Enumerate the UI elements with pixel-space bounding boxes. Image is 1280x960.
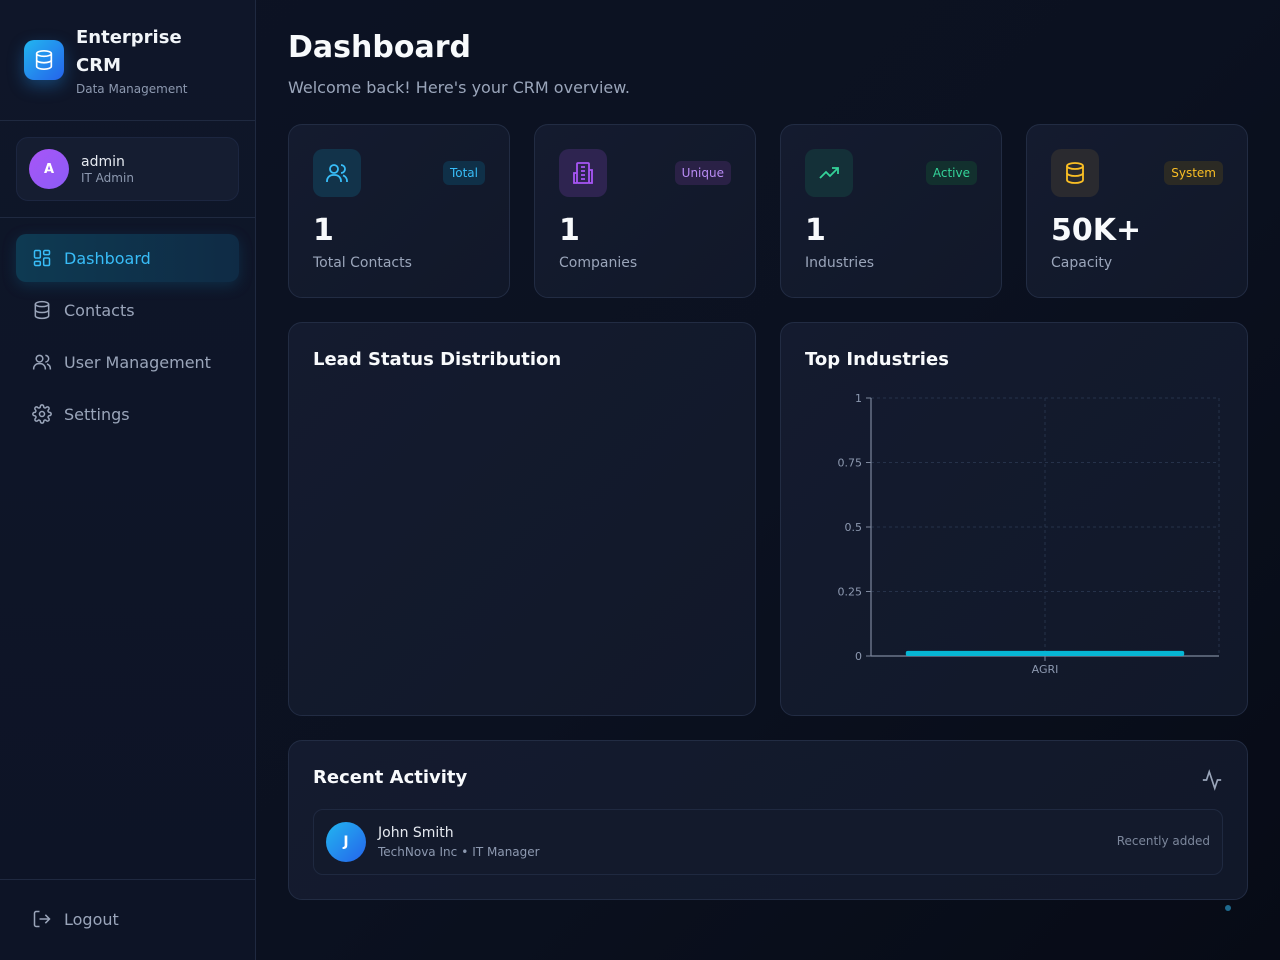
top-industries-panel: Top Industries 0 0.25 0.5 0.75 1 AGRI [780, 322, 1248, 716]
sidebar-item-settings[interactable]: Settings [16, 390, 239, 438]
avatar: A [29, 149, 69, 189]
status-badge: Unique [674, 161, 731, 185]
panel-title: Recent Activity [313, 767, 468, 788]
status-badge: Active [925, 161, 977, 185]
page-subtitle: Welcome back! Here's your CRM overview. [288, 78, 630, 97]
stat-value: 1 [559, 213, 580, 248]
database-icon [1051, 149, 1099, 197]
user-card[interactable]: A admin IT Admin [16, 137, 239, 201]
contact-company: TechNova Inc [378, 845, 458, 859]
y-tick-label: 0.75 [838, 457, 863, 470]
chart-bar [905, 650, 1185, 656]
trending-up-icon [805, 149, 853, 197]
y-tick-label: 0.25 [838, 586, 863, 599]
divider [0, 217, 255, 218]
brand-title: Enterprise CRM [76, 27, 182, 76]
industries-bar-chart: 0 0.25 0.5 0.75 1 AGRI [838, 392, 1220, 676]
divider [0, 120, 255, 121]
logout-label: Logout [64, 909, 119, 929]
stat-value: 50K+ [1051, 213, 1142, 248]
status-badge: System [1164, 161, 1223, 185]
separator: • [461, 845, 469, 859]
sidebar-item-contacts[interactable]: Contacts [16, 286, 239, 334]
sidebar-item-dashboard[interactable]: Dashboard [16, 234, 239, 282]
stat-card-capacity: System 50K+ Capacity [1026, 124, 1248, 298]
stat-card-industries: Active 1 Industries [780, 124, 1002, 298]
stat-value: 1 [805, 213, 826, 248]
panel-title: Top Industries [805, 349, 949, 370]
divider [0, 879, 255, 880]
activity-time: Recently added [1116, 834, 1210, 848]
y-tick-label: 0 [855, 650, 862, 663]
activity-pulse-icon [1201, 769, 1223, 791]
users-icon [32, 352, 52, 372]
x-tick-label: AGRI [1032, 663, 1059, 676]
user-name: admin [81, 153, 125, 170]
logout-button[interactable]: Logout [16, 895, 239, 943]
brand-subtitle: Data Management [76, 82, 188, 96]
sidebar-item-label: Settings [64, 404, 130, 424]
avatar: J [326, 822, 366, 862]
indicator-dot [1225, 905, 1231, 911]
list-item[interactable]: J John Smith TechNova Inc • IT Manager Rec… [313, 809, 1223, 875]
stat-label: Companies [559, 255, 638, 271]
sidebar: Enterprise CRM Data Management A admin I… [0, 0, 256, 960]
stat-label: Industries [805, 255, 875, 271]
stat-label: Capacity [1051, 255, 1113, 271]
stat-card-contacts: Total 1 Total Contacts [288, 124, 510, 298]
page-title: Dashboard [288, 30, 471, 65]
contact-meta: TechNova Inc • IT Manager [378, 845, 540, 859]
user-role: IT Admin [81, 170, 134, 185]
y-tick-label: 1 [855, 392, 862, 405]
lead-status-panel: Lead Status Distribution [288, 322, 756, 716]
y-tick-label: 0.5 [845, 521, 863, 534]
contact-name: John Smith [378, 825, 454, 841]
recent-activity-panel: Recent Activity J John Smith TechNova In… [288, 740, 1248, 900]
sidebar-item-label: Dashboard [64, 248, 151, 268]
building-icon [559, 149, 607, 197]
stat-card-companies: Unique 1 Companies [534, 124, 756, 298]
contact-role: IT Manager [472, 845, 540, 859]
logout-icon [32, 909, 52, 929]
dashboard-grid-icon [32, 248, 52, 268]
sidebar-item-user-management[interactable]: User Management [16, 338, 239, 386]
brand: Enterprise CRM Data Management [24, 24, 206, 96]
stat-label: Total Contacts [313, 255, 412, 271]
panel-title: Lead Status Distribution [313, 349, 562, 370]
gear-icon [32, 404, 52, 424]
users-icon [313, 149, 361, 197]
database-icon [24, 40, 64, 80]
sidebar-nav: Dashboard Contacts User Management [16, 234, 239, 442]
status-badge: Total [442, 161, 485, 185]
database-icon [32, 300, 52, 320]
sidebar-item-label: Contacts [64, 300, 135, 320]
stat-value: 1 [313, 213, 334, 248]
sidebar-item-label: User Management [64, 352, 211, 372]
